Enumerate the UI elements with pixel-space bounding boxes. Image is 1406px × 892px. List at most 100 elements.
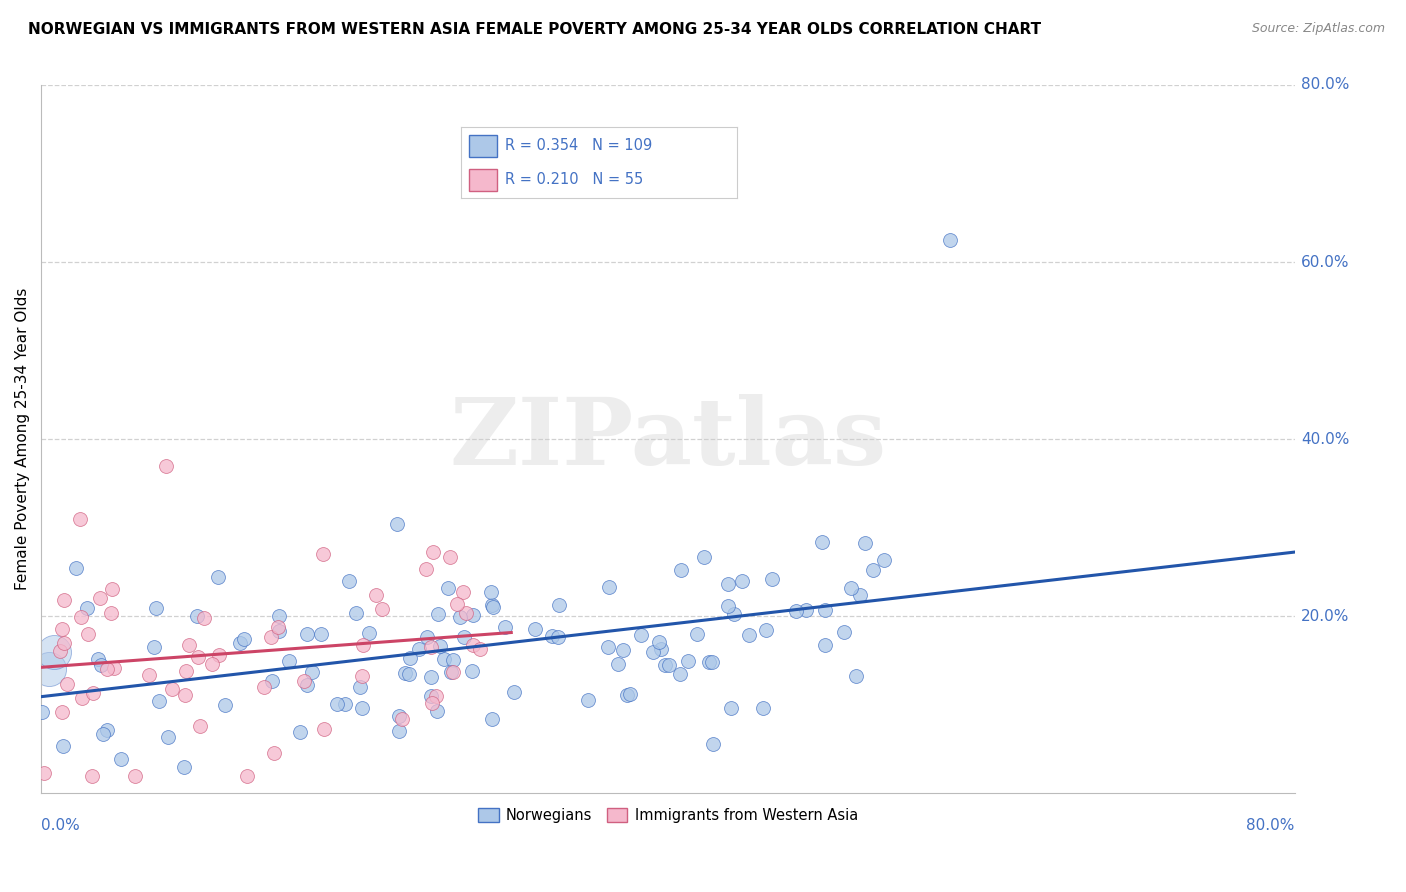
Point xyxy=(494,620,516,634)
Point xyxy=(481,712,503,726)
Point xyxy=(70,610,93,624)
Point xyxy=(437,582,460,596)
Point xyxy=(174,664,197,678)
Point xyxy=(260,630,283,644)
Point xyxy=(453,631,475,645)
Point xyxy=(541,629,564,643)
Point xyxy=(69,512,91,526)
Point xyxy=(364,587,387,601)
Point xyxy=(451,585,474,599)
Point xyxy=(51,706,73,720)
Point xyxy=(232,632,254,646)
Point xyxy=(416,630,439,644)
Point xyxy=(297,678,319,692)
Point xyxy=(650,641,672,656)
Text: ZIPatlas: ZIPatlas xyxy=(450,394,887,484)
Point xyxy=(391,712,413,726)
Point xyxy=(461,607,484,622)
Point xyxy=(606,657,628,671)
Point xyxy=(148,694,170,708)
Point xyxy=(463,638,485,652)
Point xyxy=(53,592,76,607)
Point xyxy=(309,626,332,640)
Point xyxy=(449,610,471,624)
Point xyxy=(385,516,408,531)
Point xyxy=(253,680,276,694)
Point xyxy=(648,635,671,649)
Point xyxy=(669,667,692,681)
Point xyxy=(96,723,118,738)
Point xyxy=(335,698,357,712)
Point xyxy=(731,574,754,589)
Point xyxy=(352,701,374,715)
Point xyxy=(939,233,962,247)
Point xyxy=(676,654,699,668)
Point xyxy=(326,698,349,712)
Point xyxy=(845,669,868,683)
Point xyxy=(692,549,714,564)
Point xyxy=(278,654,301,668)
Point xyxy=(82,686,104,700)
Point xyxy=(720,701,742,715)
Text: Source: ZipAtlas.com: Source: ZipAtlas.com xyxy=(1251,22,1385,36)
Point xyxy=(654,658,676,673)
Text: 80.0%: 80.0% xyxy=(1247,818,1295,833)
Point xyxy=(90,657,112,672)
Point xyxy=(398,667,420,681)
Point xyxy=(685,626,707,640)
Point xyxy=(52,739,75,754)
Point xyxy=(53,636,76,650)
Point xyxy=(415,562,437,576)
Point xyxy=(839,581,862,595)
Point xyxy=(214,698,236,712)
Point xyxy=(832,624,855,639)
Point xyxy=(292,673,315,688)
Point xyxy=(236,768,259,782)
Point xyxy=(207,569,229,583)
Point xyxy=(641,645,664,659)
Point xyxy=(346,606,368,620)
Point xyxy=(439,549,461,564)
Point xyxy=(160,681,183,696)
Text: 80.0%: 80.0% xyxy=(1301,78,1350,93)
Point xyxy=(103,661,125,675)
Point xyxy=(717,576,740,591)
Point xyxy=(89,591,111,606)
Point xyxy=(267,608,290,623)
Point xyxy=(42,645,65,659)
Point xyxy=(269,624,291,639)
Point xyxy=(811,535,834,549)
Point xyxy=(155,458,177,473)
Point xyxy=(419,670,441,684)
Point xyxy=(441,653,464,667)
Point xyxy=(596,640,619,655)
Point xyxy=(65,561,87,575)
Point xyxy=(700,656,723,670)
Point xyxy=(482,600,505,615)
Point xyxy=(124,769,146,783)
Point xyxy=(359,626,381,640)
Point xyxy=(723,607,745,622)
Point xyxy=(752,701,775,715)
Text: 40.0%: 40.0% xyxy=(1301,432,1350,447)
Text: 0.0%: 0.0% xyxy=(41,818,80,833)
Point xyxy=(716,599,738,613)
Point xyxy=(32,765,55,780)
Point xyxy=(433,652,456,666)
Point xyxy=(785,604,807,618)
Point xyxy=(301,665,323,679)
Point xyxy=(547,598,569,612)
Point xyxy=(658,657,681,672)
Point xyxy=(177,638,200,652)
Point xyxy=(697,655,720,669)
Point xyxy=(479,585,502,599)
Point xyxy=(156,731,179,745)
Point xyxy=(853,536,876,550)
Point xyxy=(38,662,60,676)
Legend: Norwegians, Immigrants from Western Asia: Norwegians, Immigrants from Western Asia xyxy=(472,802,863,829)
Point xyxy=(755,623,778,637)
Point xyxy=(420,690,443,704)
Text: 60.0%: 60.0% xyxy=(1301,254,1350,269)
Point xyxy=(427,607,450,622)
Point xyxy=(547,631,569,645)
